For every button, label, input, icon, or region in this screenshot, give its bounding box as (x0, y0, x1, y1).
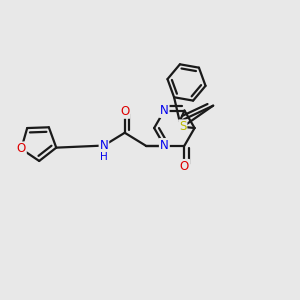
Text: O: O (180, 160, 189, 173)
Text: O: O (120, 105, 129, 118)
Text: N: N (160, 104, 169, 117)
Text: H: H (100, 152, 108, 162)
Text: N: N (160, 139, 169, 152)
Text: O: O (16, 142, 26, 155)
Text: N: N (160, 139, 169, 152)
Text: N: N (100, 139, 108, 152)
Text: S: S (179, 120, 187, 133)
